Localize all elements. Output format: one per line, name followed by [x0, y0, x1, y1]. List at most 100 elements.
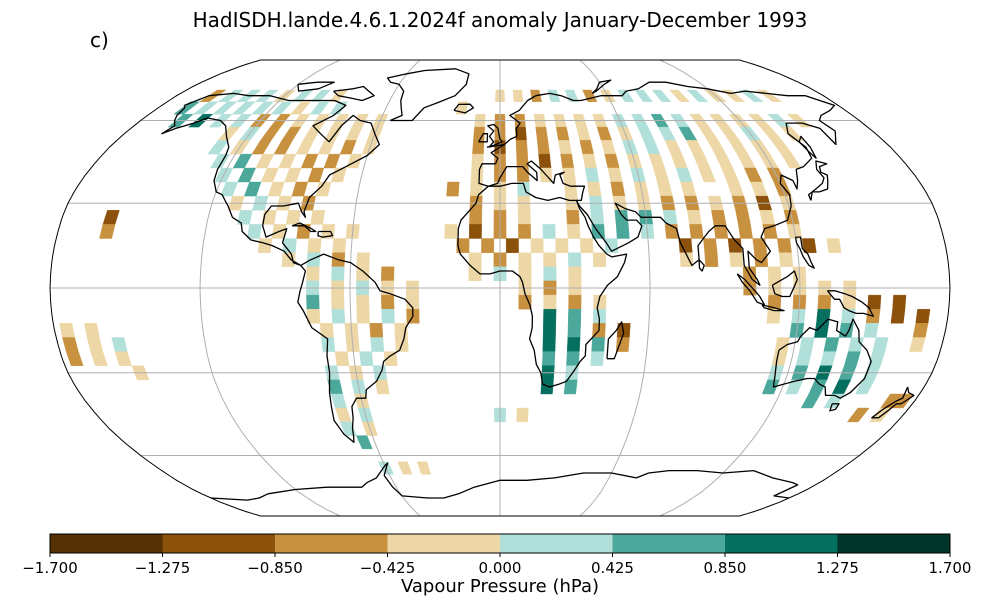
coastline	[826, 290, 874, 317]
anomaly-cell	[306, 252, 321, 267]
anomaly-cell	[816, 309, 831, 324]
colorbar-swatch	[725, 534, 838, 553]
anomaly-cell	[543, 266, 557, 282]
anomaly-cell	[698, 167, 716, 183]
coastline	[794, 236, 815, 269]
anomaly-cell	[863, 323, 879, 338]
anomaly-cell	[334, 351, 350, 366]
anomaly-cell	[615, 224, 630, 239]
coastline	[798, 135, 817, 159]
anomaly-cell	[686, 89, 709, 102]
anomaly-cell	[729, 252, 744, 267]
anomaly-cell	[867, 294, 882, 310]
anomaly-cell	[590, 351, 605, 366]
anomaly-cell	[912, 323, 929, 338]
anomaly-cell	[801, 238, 817, 253]
anomaly-cell	[472, 140, 485, 155]
anomaly-cell	[516, 167, 530, 183]
anomaly-cell	[560, 153, 575, 169]
anomaly-cell	[840, 309, 856, 324]
coastline	[478, 133, 489, 143]
anomaly-cell	[766, 309, 781, 324]
coastline	[161, 92, 414, 443]
anomaly-cell	[634, 89, 653, 102]
anomaly-cell	[738, 89, 764, 102]
anomaly-cell	[535, 126, 549, 141]
anomaly-cell	[530, 238, 544, 253]
anomaly-cell	[800, 393, 821, 409]
anomaly-cell	[381, 309, 395, 324]
anomaly-cell	[59, 323, 75, 338]
anomaly-cell	[516, 153, 529, 169]
anomaly-cell	[651, 89, 672, 102]
anomaly-cell	[678, 238, 693, 253]
anomaly-cell	[846, 407, 870, 423]
anomaly-cell	[542, 351, 556, 366]
anomaly-cell	[468, 252, 482, 267]
coastline	[291, 222, 317, 233]
anomaly-cell	[669, 89, 690, 102]
anomaly-cell	[356, 309, 370, 324]
anomaly-cell	[355, 435, 373, 450]
chart-title: HadISDH.lande.4.6.1.2024f anomaly Januar…	[192, 8, 808, 32]
colorbar-swatch	[162, 534, 276, 553]
colorbar-tick-label: −0.850	[247, 559, 303, 577]
anomaly-cell	[777, 238, 792, 253]
anomaly-cell	[555, 238, 569, 253]
anomaly-cell	[356, 266, 370, 282]
anomaly-cell	[892, 294, 907, 310]
anomaly-cell	[566, 337, 581, 352]
anomaly-cell	[538, 153, 552, 169]
coastlines	[161, 68, 915, 501]
anomaly-cell	[562, 167, 576, 183]
colorbar-tick-label: −1.275	[135, 559, 191, 577]
colorbar-ticks: −1.700 −1.275 −0.850 −0.425 0.000 0.425 0.850 1…	[22, 553, 971, 577]
anomaly-cell	[542, 224, 556, 239]
colorbar-tick-label: −1.700	[22, 559, 78, 577]
anomaly-cell	[909, 337, 926, 352]
anomaly-cell	[331, 309, 346, 324]
anomaly-cell	[543, 252, 557, 267]
anomaly-cell	[512, 89, 524, 102]
anomaly-cell	[855, 379, 875, 395]
anomaly-cell	[90, 351, 108, 366]
panel-label: c)	[90, 28, 109, 52]
anomaly-cell	[542, 323, 557, 338]
anomaly-cell	[566, 351, 580, 366]
anomaly-cell	[332, 238, 347, 253]
anomaly-cell	[579, 238, 594, 253]
anomaly-cell	[356, 252, 370, 267]
anomaly-cell	[568, 266, 582, 282]
anomaly-cell	[915, 309, 931, 324]
anomaly-cell	[356, 294, 370, 310]
anomaly-cell	[381, 266, 395, 282]
coastline	[829, 403, 840, 412]
anomaly-cell	[610, 181, 626, 197]
anomaly-cell	[558, 140, 572, 155]
anomaly-cell	[568, 294, 582, 310]
anomaly-cell	[540, 379, 554, 395]
anomaly-cell	[780, 126, 804, 141]
coastline	[698, 259, 705, 272]
anomaly-cell	[687, 210, 702, 225]
anomaly-cell	[566, 210, 580, 225]
anomaly-cell	[542, 337, 556, 352]
anomaly-cell	[614, 210, 629, 225]
anomaly-cell	[761, 379, 780, 395]
coastline	[457, 182, 628, 388]
anomaly-cell	[516, 407, 529, 423]
coastline	[871, 386, 915, 419]
coastline	[487, 123, 503, 148]
anomaly-cell	[84, 323, 100, 338]
anomaly-cell	[537, 140, 550, 155]
graticule	[50, 59, 950, 517]
anomaly-cell	[615, 337, 630, 352]
colorbar-label: Vapour Pressure (hPa)	[400, 576, 600, 597]
anomaly-cell	[247, 224, 262, 239]
anomaly-cell	[397, 461, 413, 475]
anomaly-cell	[310, 210, 326, 225]
anomaly-cell	[891, 393, 914, 409]
coastline	[478, 81, 837, 286]
colorbar	[49, 533, 951, 554]
anomaly-cell	[285, 210, 301, 225]
